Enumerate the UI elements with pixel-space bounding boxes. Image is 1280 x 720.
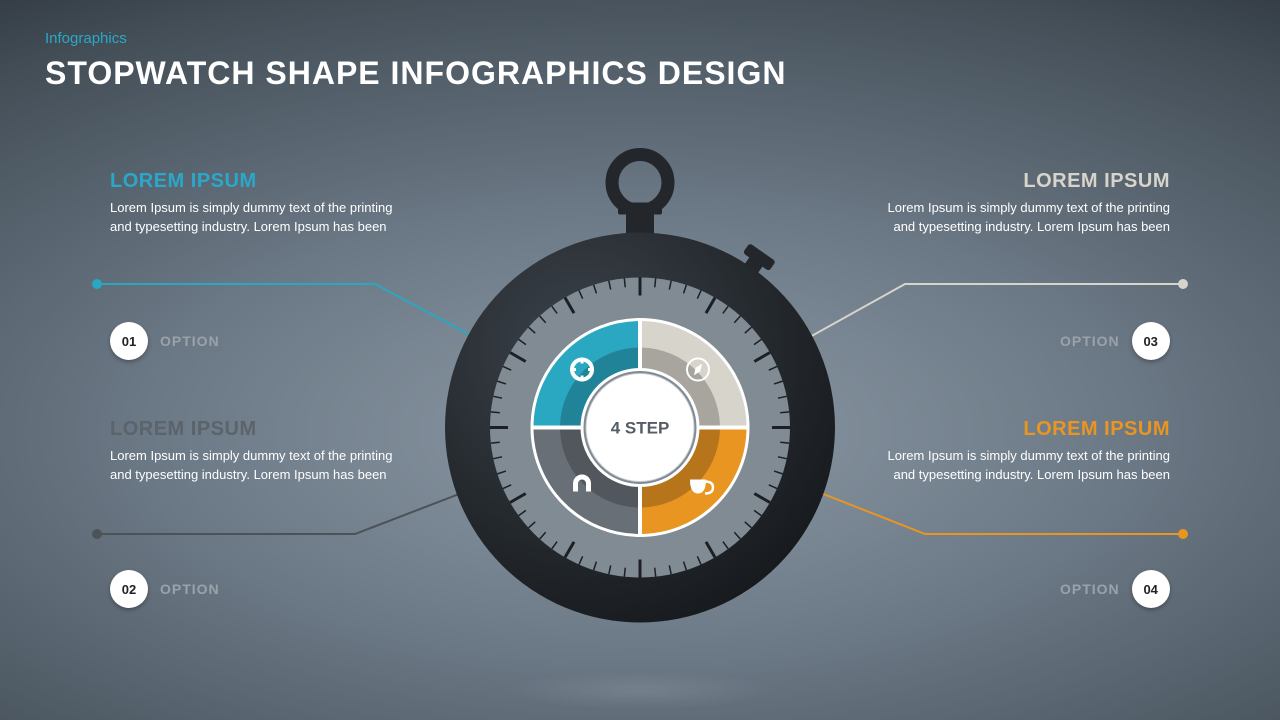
block-body: Lorem Ipsum is simply dummy text of the … — [110, 199, 410, 237]
info-block-03: LOREM IPSUM Lorem Ipsum is simply dummy t… — [870, 170, 1170, 237]
block-heading: LOREM IPSUM — [110, 170, 410, 193]
option-label: OPTION — [160, 581, 220, 597]
block-body: Lorem Ipsum is simply dummy text of the … — [870, 447, 1170, 485]
page-subtitle: Infographics — [45, 30, 127, 47]
option-number: 04 — [1132, 570, 1170, 608]
block-heading: LOREM IPSUM — [110, 418, 410, 441]
option-row-03: 03 OPTION — [1060, 322, 1170, 360]
option-row-01: 01 OPTION — [110, 322, 220, 360]
option-label: OPTION — [1060, 333, 1120, 349]
option-label: OPTION — [1060, 581, 1120, 597]
block-body: Lorem Ipsum is simply dummy text of the … — [110, 447, 410, 485]
center-label: 4 STEP — [611, 419, 670, 438]
block-heading: LOREM IPSUM — [870, 418, 1170, 441]
reflection — [500, 670, 780, 710]
info-block-04: LOREM IPSUM Lorem Ipsum is simply dummy t… — [870, 418, 1170, 485]
info-block-01: LOREM IPSUM Lorem Ipsum is simply dummy t… — [110, 170, 410, 237]
info-block-02: LOREM IPSUM Lorem Ipsum is simply dummy t… — [110, 418, 410, 485]
option-number: 03 — [1132, 322, 1170, 360]
option-row-04: 04 OPTION — [1060, 570, 1170, 608]
page-title: STOPWATCH SHAPE INFOGRAPHICS DESIGN — [45, 55, 786, 92]
option-number: 02 — [110, 570, 148, 608]
block-body: Lorem Ipsum is simply dummy text of the … — [870, 199, 1170, 237]
stopwatch: 4 STEP — [440, 148, 840, 673]
block-heading: LOREM IPSUM — [870, 170, 1170, 193]
option-label: OPTION — [160, 333, 220, 349]
option-number: 01 — [110, 322, 148, 360]
option-row-02: 02 OPTION — [110, 570, 220, 608]
